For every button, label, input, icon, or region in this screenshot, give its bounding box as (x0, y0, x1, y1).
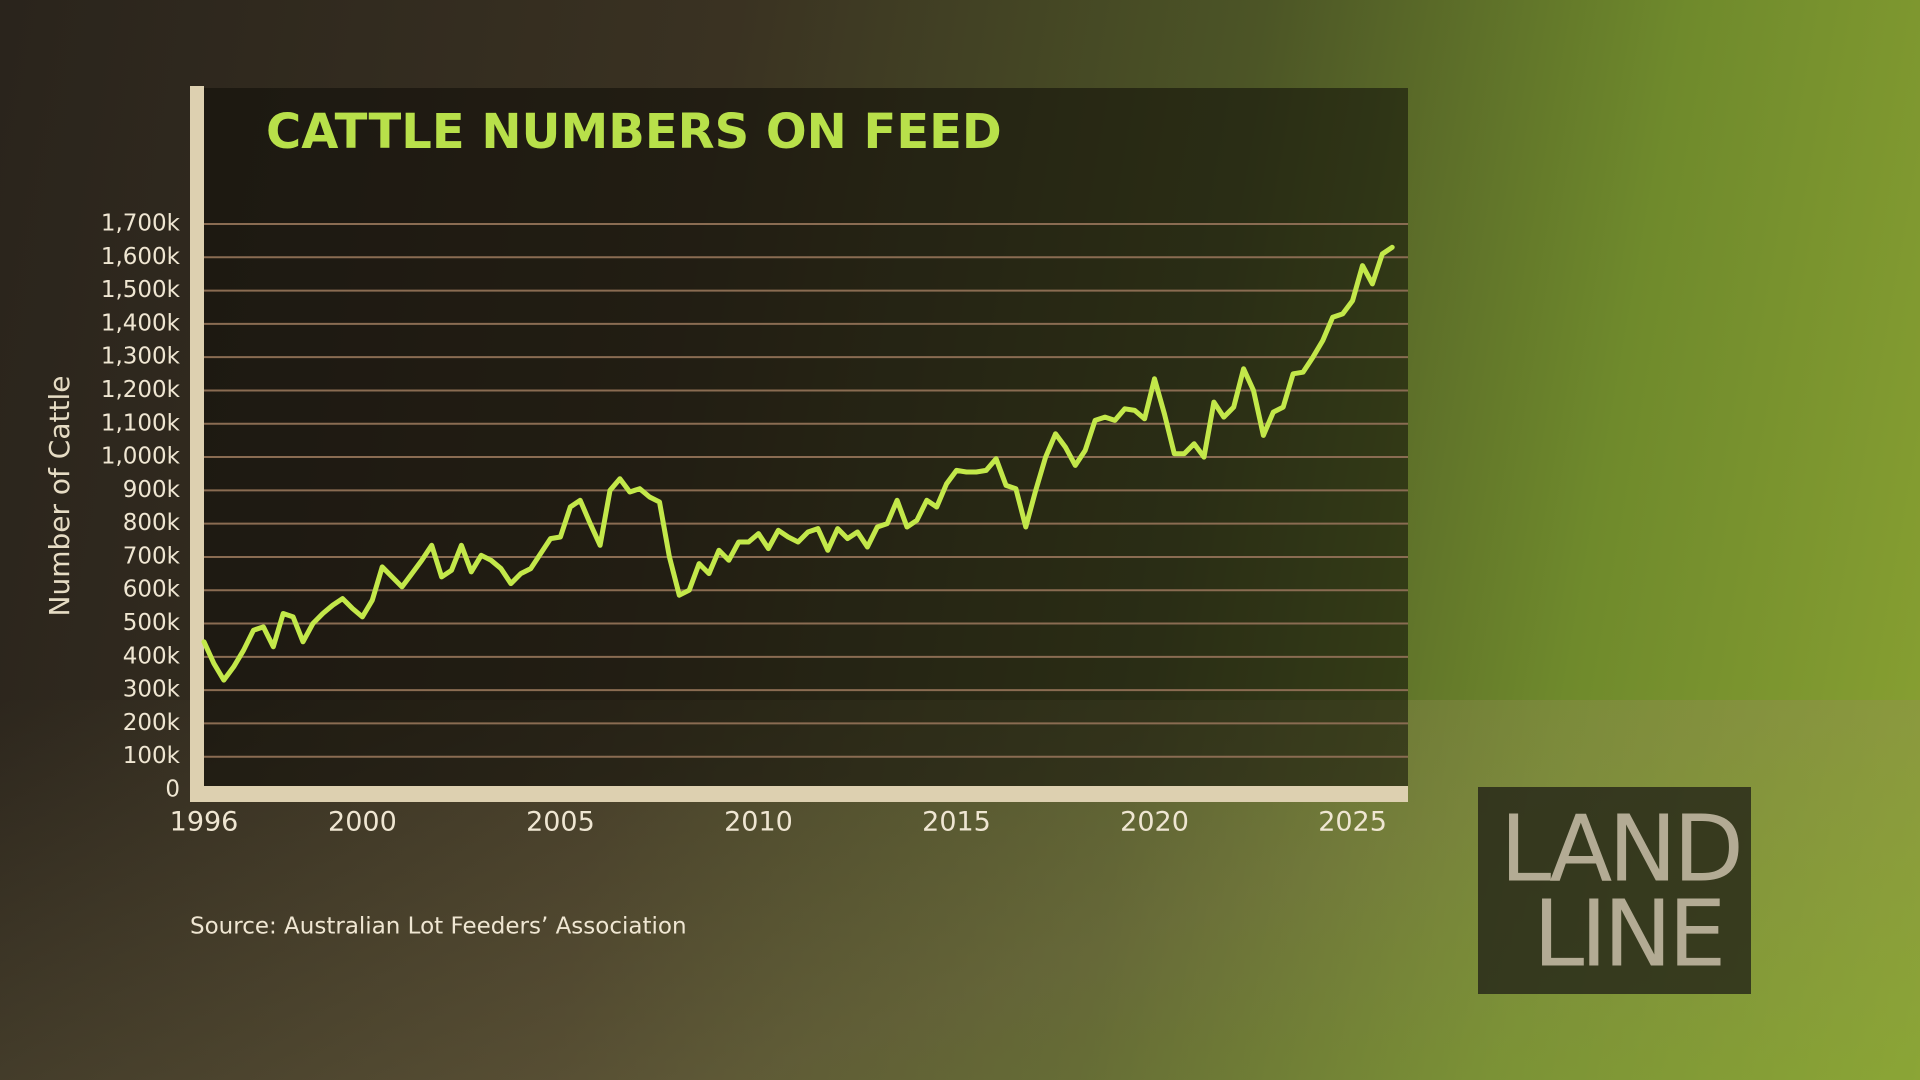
y-tick-label: 1,600k (101, 244, 181, 270)
x-tick-label: 2010 (724, 807, 793, 838)
x-tick-label: 1996 (170, 807, 239, 838)
y-tick-label: 200k (123, 710, 181, 736)
y-tick-label: 1,100k (101, 410, 181, 436)
y-tick-label: 500k (123, 610, 181, 636)
source: Source: Australian Lot Feeders’ Associat… (190, 914, 687, 940)
x-tick-label: 2005 (526, 807, 595, 838)
y-tick-label: 800k (123, 510, 181, 536)
y-tick-label: 1,000k (101, 444, 181, 470)
y-tick-label: 400k (123, 643, 181, 669)
y-tick-label: 1,300k (101, 344, 181, 370)
x-tick-label: 2020 (1120, 807, 1189, 838)
y-tick-label: 900k (123, 477, 181, 503)
y-tick-label: 1,700k (101, 211, 181, 237)
y-axis-bar (190, 86, 204, 802)
y-tick-label: 300k (123, 677, 181, 703)
x-axis-bar (190, 786, 1408, 802)
data-line (201, 244, 1395, 683)
logo-box (1478, 787, 1751, 994)
x-tick-label: 2015 (922, 807, 991, 838)
y-tick-label: 600k (123, 577, 181, 603)
y-tick-label: 1,200k (101, 377, 181, 403)
y-tick-label: 700k (123, 543, 181, 569)
logo-text: LINE (1533, 880, 1722, 987)
y-tick-label: 0 (165, 777, 180, 803)
logo-text: LAND (1500, 795, 1740, 902)
y-tick-label: 1,500k (101, 277, 181, 303)
chart-panel (190, 88, 1408, 802)
chart-title: CATTLE NUMBERS ON FEED (266, 104, 1002, 160)
x-tick-label: 2025 (1318, 807, 1387, 838)
y-axis-title: Number of Cattle (43, 376, 76, 617)
y-tick-label: 1,400k (101, 310, 181, 336)
x-tick-label: 2000 (328, 807, 397, 838)
y-tick-label: 100k (123, 743, 181, 769)
